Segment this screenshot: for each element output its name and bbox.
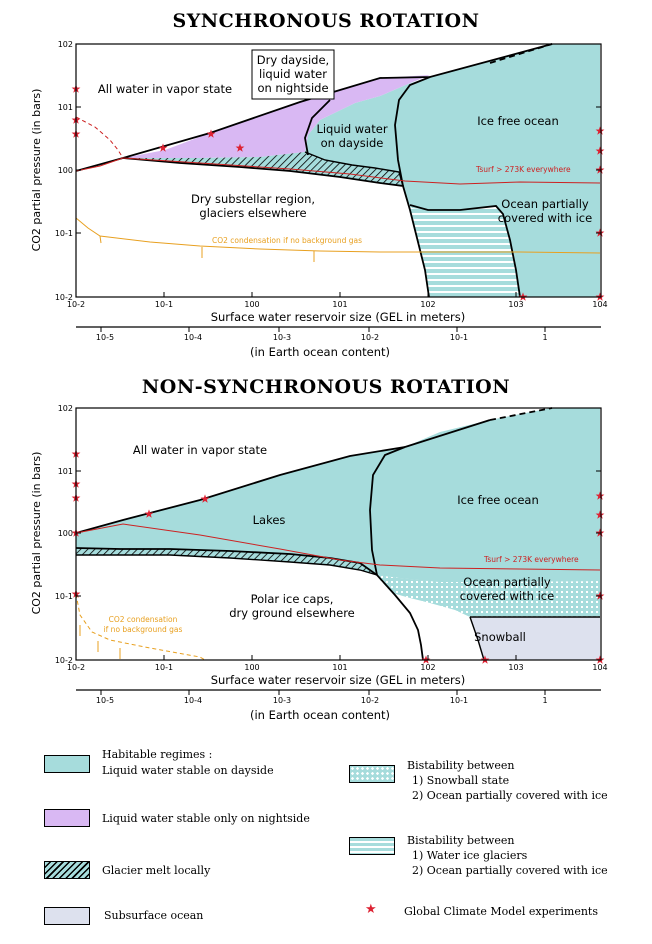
legend-habitable-2: Liquid water stable on dayside bbox=[102, 764, 274, 777]
p2-vapor-label: All water in vapor state bbox=[133, 443, 267, 457]
legend-bistab2-title: Bistability between bbox=[407, 834, 515, 847]
p1-xtick: 103 bbox=[508, 300, 523, 309]
legend-glacier: Glacier melt locally bbox=[102, 864, 211, 877]
legend-bistab1-title: Bistability between bbox=[407, 759, 515, 772]
p1-x2tick: 1 bbox=[542, 333, 547, 342]
p1-x2tick: 10-4 bbox=[184, 333, 202, 342]
panel2-title: NON-SYNCHRONOUS ROTATION bbox=[141, 376, 511, 398]
panel1-habitable-region bbox=[305, 44, 600, 297]
p2-ytick: 101 bbox=[58, 467, 73, 476]
legend-gcm: Global Climate Model experiments bbox=[404, 905, 598, 918]
p1-ocean-partial-1: Ocean partially bbox=[501, 197, 589, 211]
p2-polar-2: dry ground elsewhere bbox=[229, 606, 355, 620]
panel1-ylabel: CO2 partial pressure (in bars) bbox=[30, 89, 43, 252]
p2-ytick: 10-1 bbox=[55, 592, 73, 601]
p2-x2tick: 10-5 bbox=[96, 696, 114, 705]
p1-drysubstellar-1: Dry substellar region, bbox=[191, 192, 315, 206]
p2-ocean-partial-1: Ocean partially bbox=[463, 575, 551, 589]
p2-xtick: 10-2 bbox=[67, 663, 85, 672]
panel2-xlabel: Surface water reservoir size (GEL in met… bbox=[211, 673, 466, 687]
p2-x2tick: 10-1 bbox=[450, 696, 468, 705]
p2-x2tick: 10-4 bbox=[184, 696, 202, 705]
legend-swatch-glacier bbox=[44, 861, 90, 879]
panel1-x2label: (in Earth ocean content) bbox=[250, 345, 390, 359]
p2-x2tick: 10-3 bbox=[273, 696, 291, 705]
p1-ytick: 102 bbox=[58, 40, 73, 49]
panel2-ylabel: CO2 partial pressure (in bars) bbox=[30, 452, 43, 615]
p1-ytick: 10-2 bbox=[55, 293, 73, 302]
p1-drysubstellar-2: glaciers elsewhere bbox=[199, 206, 306, 220]
legend-swatch-bistab-stripes bbox=[349, 837, 395, 855]
p1-x2tick: 10-3 bbox=[273, 333, 291, 342]
panel2-plot bbox=[71, 407, 605, 695]
p1-drydayside-2: liquid water bbox=[259, 67, 327, 81]
p2-xtick: 103 bbox=[508, 663, 523, 672]
p2-snowball-label: Snowball bbox=[474, 630, 526, 644]
p1-drydayside-3: on nightside bbox=[257, 81, 328, 95]
p1-xtick: 101 bbox=[332, 300, 347, 309]
p1-ytick: 10-1 bbox=[55, 229, 73, 238]
legend-bistab2-a: 1) Water ice glaciers bbox=[412, 849, 528, 862]
p1-icefree-label: Ice free ocean bbox=[477, 114, 559, 128]
p2-xtick: 102 bbox=[420, 663, 435, 672]
legend-nightside: Liquid water stable only on nightside bbox=[102, 812, 310, 825]
p2-xtick: 104 bbox=[592, 663, 607, 672]
p2-xtick: 10-1 bbox=[155, 663, 173, 672]
p2-condensation-1: CO2 condensation bbox=[109, 615, 178, 624]
p1-xtick: 10-2 bbox=[67, 300, 85, 309]
legend-swatch-nightside bbox=[44, 809, 90, 827]
p1-x2tick: 10-5 bbox=[96, 333, 114, 342]
panel1-title: SYNCHRONOUS ROTATION bbox=[172, 10, 480, 32]
legend-bistab2-b: 2) Ocean partially covered with ice bbox=[412, 864, 608, 877]
p1-xtick: 102 bbox=[420, 300, 435, 309]
p1-condensation-label: CO2 condensation if no background gas bbox=[212, 236, 362, 245]
panel2-bistability-dots bbox=[377, 575, 600, 617]
p1-tsurf-label: Tsurf > 273K everywhere bbox=[475, 165, 571, 174]
panel1-nightside-region bbox=[123, 75, 430, 158]
legend-swatch-subsurface bbox=[44, 907, 90, 925]
p2-xtick: 100 bbox=[244, 663, 259, 672]
legend-star-icon: ★ bbox=[365, 902, 377, 917]
legend-bistab1-a: 1) Snowball state bbox=[412, 774, 510, 787]
p1-ocean-partial-2: covered with ice bbox=[498, 211, 592, 225]
p2-ytick: 10-2 bbox=[55, 656, 73, 665]
p2-x2tick: 1 bbox=[542, 696, 547, 705]
panel2-x2label: (in Earth ocean content) bbox=[250, 708, 390, 722]
panel1-plot bbox=[71, 43, 605, 332]
p2-polar-1: Polar ice caps, bbox=[251, 592, 334, 606]
p2-icefree-label: Ice free ocean bbox=[457, 493, 539, 507]
p1-liquid-dayside-2: on dayside bbox=[321, 136, 384, 150]
p1-xtick: 100 bbox=[244, 300, 259, 309]
legend-bistab1-b: 2) Ocean partially covered with ice bbox=[412, 789, 608, 802]
p1-liquid-dayside-1: Liquid water bbox=[316, 122, 387, 136]
p1-xtick: 10-1 bbox=[155, 300, 173, 309]
p1-xtick: 104 bbox=[592, 300, 607, 309]
p2-lakes-label: Lakes bbox=[253, 513, 286, 527]
p2-ocean-partial-2: covered with ice bbox=[460, 589, 554, 603]
panel1-xlabel: Surface water reservoir size (GEL in met… bbox=[211, 310, 466, 324]
panel1-bistability-stripes bbox=[410, 205, 520, 297]
p1-x2tick: 10-2 bbox=[361, 333, 379, 342]
legend-swatch-bistab-dots bbox=[349, 765, 395, 783]
p2-tsurf-label: Tsurf > 273K everywhere bbox=[483, 555, 579, 564]
panel1-glacier-hatch bbox=[123, 152, 403, 186]
p2-x2tick: 10-2 bbox=[361, 696, 379, 705]
panel2-subsurface-region bbox=[470, 617, 600, 660]
p1-drydayside-1: Dry dayside, bbox=[257, 53, 329, 67]
p1-ytick: 101 bbox=[58, 103, 73, 112]
legend-swatch-habitable bbox=[44, 755, 90, 773]
p2-ytick: 102 bbox=[58, 404, 73, 413]
p1-x2tick: 10-1 bbox=[450, 333, 468, 342]
p2-ytick: 100 bbox=[58, 529, 73, 538]
p2-condensation-2: if no background gas bbox=[104, 625, 183, 634]
legend-habitable-1: Habitable regimes : bbox=[102, 748, 213, 761]
p1-ytick: 100 bbox=[58, 166, 73, 175]
p1-vapor-label: All water in vapor state bbox=[98, 82, 232, 96]
p2-xtick: 101 bbox=[332, 663, 347, 672]
legend-subsurface: Subsurface ocean bbox=[104, 909, 204, 922]
